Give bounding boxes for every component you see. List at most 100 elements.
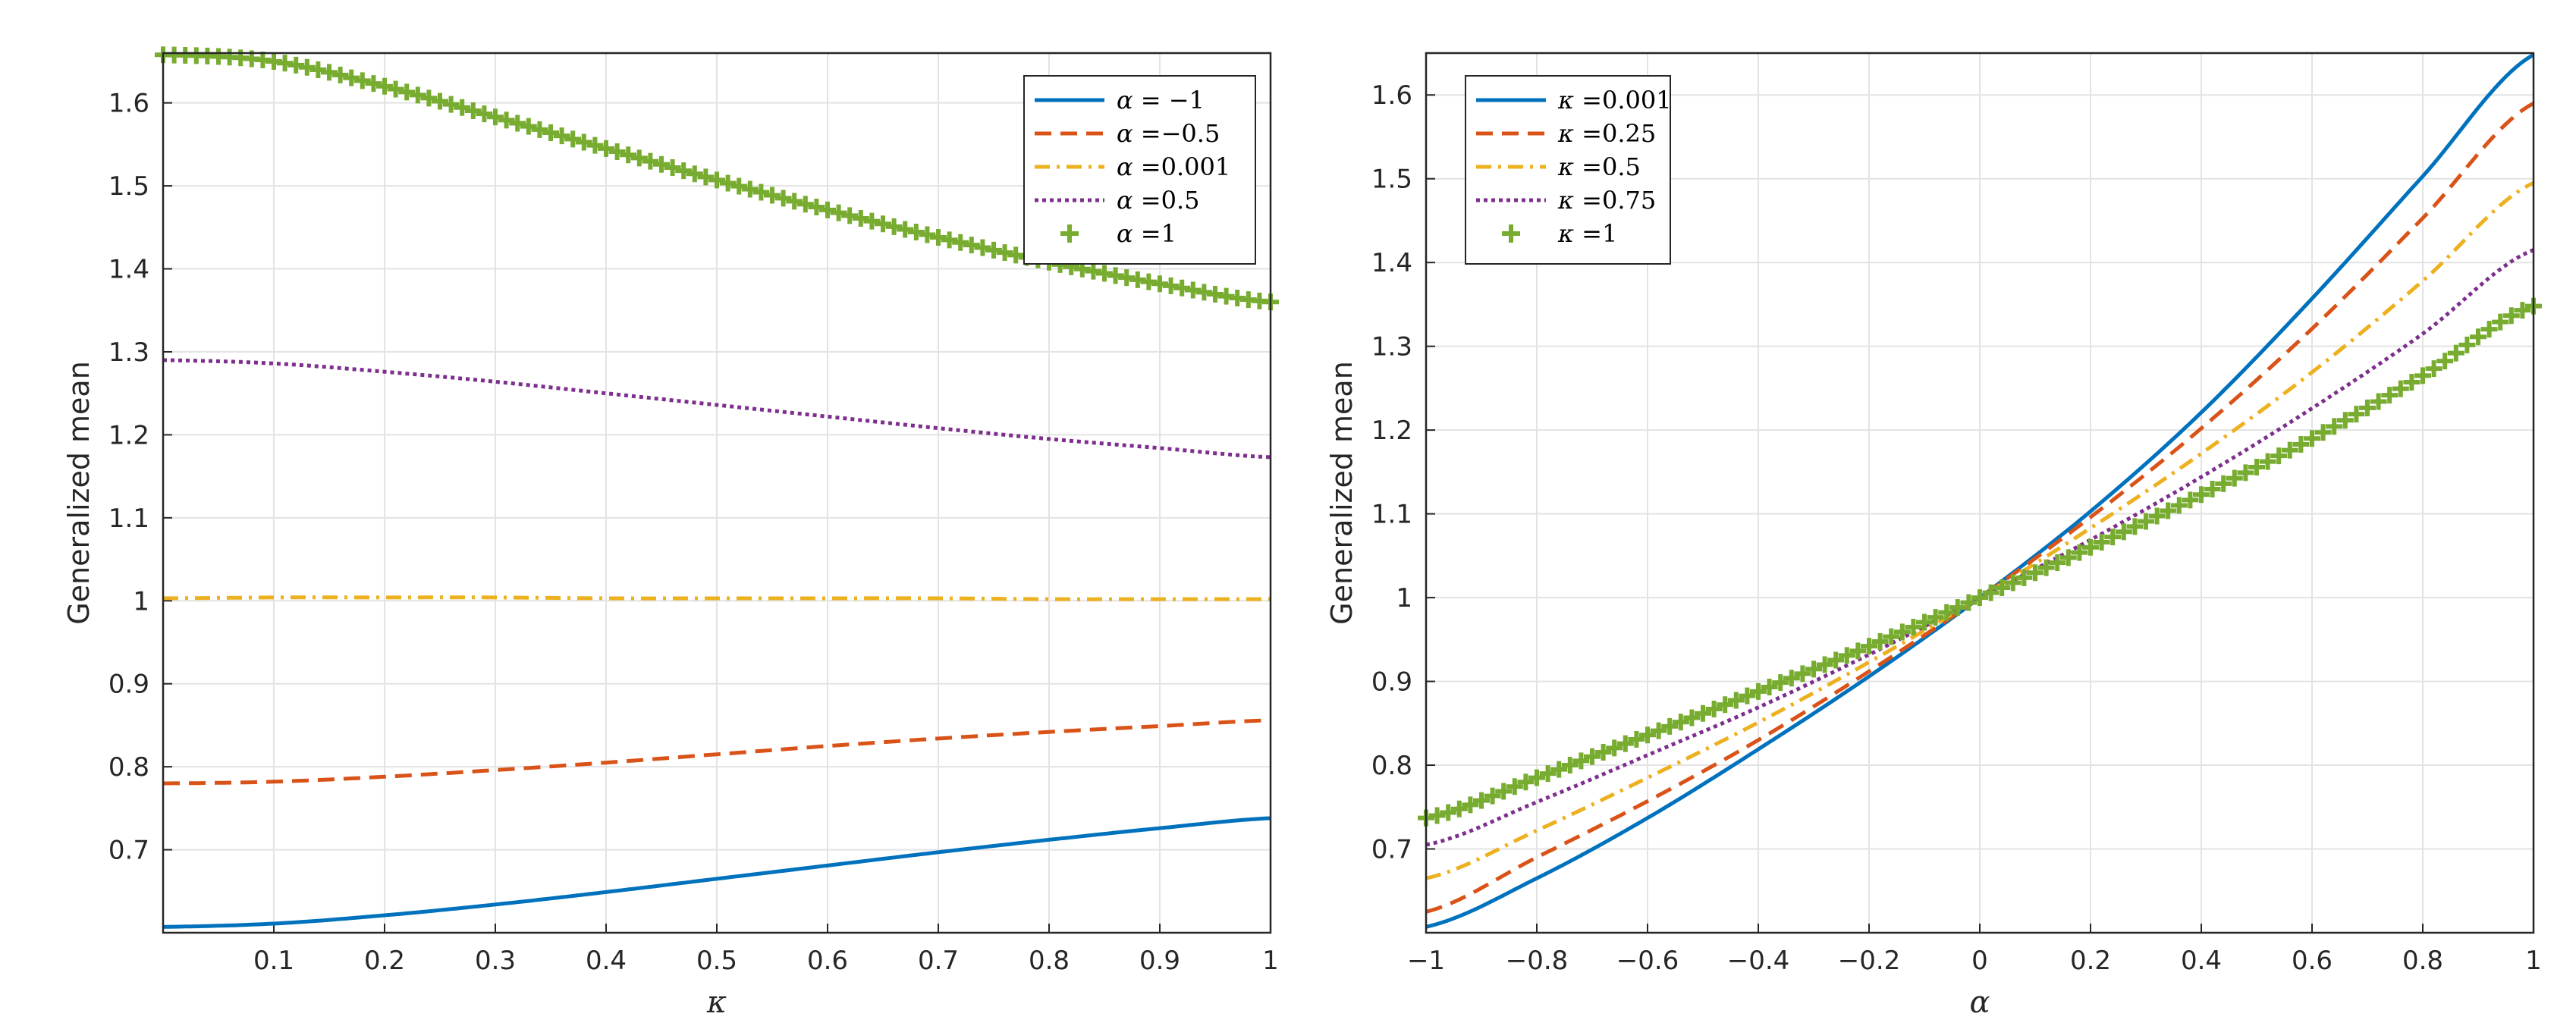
legend-entry: κ =0.75 xyxy=(1557,186,1656,215)
legend-box xyxy=(1465,75,1671,265)
plus-marker xyxy=(365,75,382,93)
plus-marker xyxy=(2259,453,2276,470)
plus-marker xyxy=(531,121,548,138)
plus-marker xyxy=(454,99,471,116)
plus-marker xyxy=(1683,709,1701,726)
plus-marker xyxy=(2115,523,2132,541)
x-tick-label: 1 xyxy=(1262,946,1279,976)
plus-marker xyxy=(2359,399,2376,416)
legend-value: = −1 xyxy=(1133,86,1205,115)
plus-marker xyxy=(2193,486,2210,504)
plus-marker xyxy=(1727,692,1745,709)
plus-marker xyxy=(1861,638,1877,655)
series-1-line xyxy=(163,718,1271,786)
plus-marker xyxy=(1428,807,1446,824)
plus-marker xyxy=(1517,773,1535,791)
plus-marker xyxy=(1993,579,2011,597)
plus-marker xyxy=(586,136,604,154)
plus-marker xyxy=(2226,469,2243,487)
plus-marker xyxy=(2436,353,2454,370)
legend-entry: κ =0.25 xyxy=(1557,119,1656,148)
x-tick-label: 1 xyxy=(2525,946,2542,976)
plus-marker xyxy=(2170,497,2188,514)
plus-marker xyxy=(2314,424,2332,441)
legend-swatch xyxy=(1060,224,1079,243)
plus-marker xyxy=(309,61,327,78)
plus-marker xyxy=(852,210,869,227)
y-axis-label: Generalized mean xyxy=(62,361,96,625)
plus-marker xyxy=(1805,660,1822,678)
plus-marker xyxy=(2059,549,2077,566)
plus-marker xyxy=(764,187,781,204)
plus-marker xyxy=(432,93,448,110)
x-tick-label: 0.8 xyxy=(2402,946,2443,976)
x-tick-label: −0.2 xyxy=(1838,946,1901,976)
x-tick-label: 0.7 xyxy=(918,946,959,976)
y-tick-label: 0.9 xyxy=(108,670,149,700)
plus-marker xyxy=(774,190,792,207)
plus-marker xyxy=(2148,507,2166,525)
plus-marker xyxy=(1606,739,1623,757)
legend-value: =0.75 xyxy=(1574,186,1656,215)
y-axis-label: Generalized mean xyxy=(1325,361,1359,625)
legend-variable: κ xyxy=(1557,186,1574,215)
plus-marker xyxy=(697,168,715,186)
y-tick-label: 0.7 xyxy=(108,836,149,866)
plus-marker xyxy=(1982,584,2000,601)
plus-marker xyxy=(2326,418,2343,435)
plus-marker xyxy=(2138,513,2154,530)
y-tick-label: 1.2 xyxy=(1371,416,1412,446)
legend-variable: α xyxy=(1117,119,1133,148)
chart-left: 0.1 0.2 0.3 0.4 0.5 0.6 0.7 0.8 0.9 1 0.7 0.8 0.9 1 1.… xyxy=(62,46,1279,1020)
plus-marker xyxy=(1594,744,1612,761)
x-tick-label: 0.9 xyxy=(1139,946,1180,976)
y-tick-label: 1.1 xyxy=(1371,500,1412,530)
plus-marker xyxy=(642,152,659,170)
plus-marker xyxy=(1960,594,1978,611)
plus-marker xyxy=(1484,787,1501,805)
plus-marker xyxy=(2237,464,2254,482)
plus-marker xyxy=(2270,447,2288,465)
legend-variable: α xyxy=(1117,152,1133,181)
y-tick-label: 0.9 xyxy=(1371,667,1412,698)
plus-marker xyxy=(885,218,903,235)
legend-variable: κ xyxy=(1557,152,1574,181)
plus-marker xyxy=(2093,534,2110,551)
plus-marker xyxy=(2480,321,2498,338)
plus-marker xyxy=(1816,656,1833,673)
x-tick-label: 0.6 xyxy=(807,946,848,976)
plus-marker xyxy=(1007,246,1025,264)
plus-marker xyxy=(863,212,881,230)
plus-marker xyxy=(387,80,404,98)
legend-variable: α xyxy=(1117,86,1133,115)
plus-marker xyxy=(963,237,980,254)
y-tick-label: 1.5 xyxy=(108,171,149,202)
legend-value: =0.001 xyxy=(1574,86,1672,115)
plus-marker xyxy=(1572,752,1590,770)
plus-marker xyxy=(1761,678,1778,695)
plus-marker xyxy=(1938,604,1956,621)
plus-marker xyxy=(498,111,515,129)
plus-marker xyxy=(553,127,570,145)
plus-marker xyxy=(1661,717,1679,735)
plus-marker xyxy=(2381,387,2399,404)
y-tick-label: 1.6 xyxy=(108,89,149,119)
plus-marker xyxy=(1838,647,1855,664)
plus-marker xyxy=(343,69,360,86)
plus-marker xyxy=(398,83,416,101)
plus-marker xyxy=(930,228,947,246)
plus-marker xyxy=(1650,722,1667,739)
plus-marker xyxy=(1506,778,1523,795)
x-tick-label: 0.4 xyxy=(586,946,627,976)
plus-marker xyxy=(2071,544,2088,561)
plus-marker xyxy=(2204,481,2221,498)
plus-marker xyxy=(919,226,936,243)
legend-value: =0.5 xyxy=(1574,152,1641,181)
plus-marker xyxy=(985,241,1002,259)
plus-marker xyxy=(2425,360,2442,378)
axes-box xyxy=(162,52,1272,934)
legend-value: =0.001 xyxy=(1133,152,1231,181)
